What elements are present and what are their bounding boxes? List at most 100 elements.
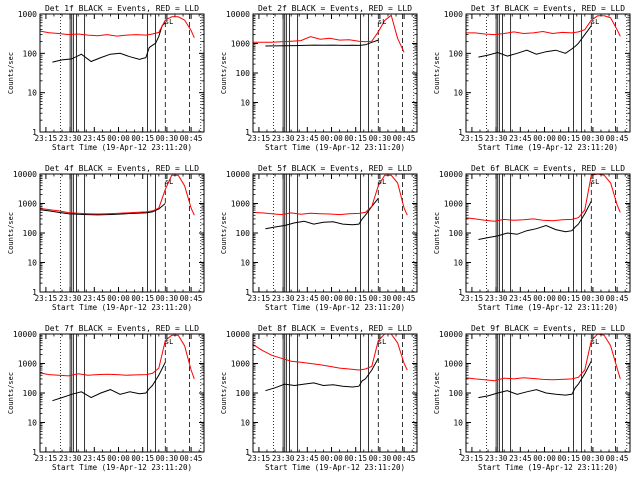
- panel-title: Det 5f BLACK = Events, RED = LLD: [258, 164, 412, 173]
- x-tick-label: 23:15: [248, 134, 271, 143]
- events-series-line: [478, 360, 592, 399]
- y-tick-label: 1: [32, 128, 37, 137]
- y-tick-label: 10: [453, 419, 463, 428]
- x-tick-label: 00:00: [107, 454, 130, 463]
- plot-annotation: sL: [378, 18, 386, 26]
- x-tick-label: 00:00: [320, 134, 343, 143]
- y-tick-label: 1: [245, 128, 250, 137]
- events-series-line: [265, 39, 379, 47]
- y-tick-label: 10000: [439, 330, 463, 339]
- events-series-line: [52, 362, 166, 402]
- x-tick-label: 00:15: [344, 454, 367, 463]
- x-tick-label: 23:15: [248, 454, 271, 463]
- y-tick-label: 100: [23, 229, 38, 238]
- lld-series-line: [465, 15, 621, 37]
- x-tick-label: 00:30: [582, 454, 605, 463]
- chart-panel-1: Det 1f BLACK = Events, RED = LLD 1 10 100 10…: [7, 4, 205, 152]
- y-tick-label: 1: [458, 448, 463, 457]
- y-tick-label: 10000: [13, 330, 37, 339]
- panel-title: Det 9f BLACK = Events, RED = LLD: [471, 324, 625, 333]
- x-tick-label: 00:00: [533, 294, 556, 303]
- plot-frame: [465, 173, 631, 293]
- y-tick-label: 10: [27, 259, 37, 268]
- x-tick-label: 00:15: [557, 454, 580, 463]
- y-tick-label: 1000: [18, 200, 37, 209]
- x-axis-label: Start Time (19-Apr-12 23:11:20): [478, 463, 618, 472]
- x-tick-label: 23:30: [485, 134, 508, 143]
- x-tick-label: 00:30: [156, 134, 179, 143]
- y-tick-label: 1000: [231, 40, 250, 49]
- panel-title: Det 3f BLACK = Events, RED = LLD: [471, 4, 625, 13]
- panel-title: Det 2f BLACK = Events, RED = LLD: [258, 4, 412, 13]
- y-tick-label: 1000: [18, 10, 37, 19]
- x-tick-label: 23:15: [248, 294, 271, 303]
- x-tick-label: 00:30: [369, 294, 392, 303]
- events-series-line: [39, 203, 166, 216]
- y-tick-label: 10: [240, 419, 250, 428]
- y-tick-label: 100: [449, 49, 464, 58]
- x-tick-label: 23:15: [461, 134, 484, 143]
- y-tick-label: 1: [245, 448, 250, 457]
- x-axis-label: Start Time (19-Apr-12 23:11:20): [52, 143, 192, 152]
- plot-annotation: sL: [591, 338, 599, 346]
- panel-title: Det 4f BLACK = Events, RED = LLD: [45, 164, 199, 173]
- plot-frame: [465, 13, 631, 133]
- x-tick-label: 23:30: [272, 454, 295, 463]
- x-tick-label: 00:45: [393, 134, 416, 143]
- x-tick-label: 23:45: [83, 454, 106, 463]
- events-series-line: [265, 358, 379, 392]
- y-tick-label: 1: [245, 288, 250, 297]
- x-tick-label: 00:00: [533, 454, 556, 463]
- x-tick-label: 23:15: [35, 134, 58, 143]
- lld-series-line: [465, 173, 621, 222]
- panel-title: Det 6f BLACK = Events, RED = LLD: [471, 164, 625, 173]
- y-tick-label: 10: [27, 89, 37, 98]
- x-tick-label: 23:45: [509, 454, 532, 463]
- y-tick-label: 1: [458, 288, 463, 297]
- x-tick-label: 23:45: [296, 134, 319, 143]
- x-tick-label: 00:30: [582, 294, 605, 303]
- x-tick-label: 00:00: [320, 294, 343, 303]
- y-tick-label: 1000: [444, 200, 463, 209]
- chart-panel-8: Det 8f BLACK = Events, RED = LLD 1 10 100 10…: [220, 324, 418, 472]
- plot-frame: [252, 333, 418, 453]
- plot-frame: [39, 333, 205, 453]
- x-tick-label: 23:30: [59, 454, 82, 463]
- x-axis-label: Start Time (19-Apr-12 23:11:20): [52, 303, 192, 312]
- x-tick-label: 23:15: [35, 454, 58, 463]
- x-tick-label: 23:30: [272, 134, 295, 143]
- x-axis-label: Start Time (19-Apr-12 23:11:20): [265, 463, 405, 472]
- y-tick-label: 100: [236, 389, 251, 398]
- y-axis-label: Counts/sec: [433, 52, 441, 94]
- x-tick-label: 23:30: [59, 294, 82, 303]
- y-tick-label: 100: [236, 69, 251, 78]
- y-axis-label: Counts/sec: [7, 372, 15, 414]
- y-axis-label: Counts/sec: [433, 372, 441, 414]
- x-tick-label: 00:00: [533, 134, 556, 143]
- events-series-line: [478, 200, 592, 240]
- x-tick-label: 23:45: [296, 454, 319, 463]
- x-tick-label: 23:45: [509, 294, 532, 303]
- x-tick-label: 23:45: [509, 134, 532, 143]
- plot-annotation: sL: [591, 18, 599, 26]
- x-tick-label: 00:15: [131, 294, 154, 303]
- y-tick-label: 1000: [444, 360, 463, 369]
- y-axis-label: Counts/sec: [433, 212, 441, 254]
- x-axis-label: Start Time (19-Apr-12 23:11:20): [478, 303, 618, 312]
- events-series-line: [52, 22, 166, 63]
- chart-panel-3: Det 3f BLACK = Events, RED = LLD 1 10 100 10…: [433, 4, 631, 152]
- x-tick-label: 00:15: [557, 134, 580, 143]
- x-tick-label: 00:15: [131, 454, 154, 463]
- x-tick-label: 00:00: [107, 134, 130, 143]
- chart-panel-6: Det 6f BLACK = Events, RED = LLD 1 10 100 10…: [433, 164, 631, 312]
- x-tick-label: 23:15: [461, 294, 484, 303]
- y-tick-label: 100: [236, 229, 251, 238]
- x-tick-label: 23:45: [296, 294, 319, 303]
- x-tick-label: 00:45: [393, 294, 416, 303]
- plot-annotation: sL: [165, 18, 173, 26]
- plot-frame: [39, 173, 205, 293]
- x-tick-label: 00:45: [606, 294, 629, 303]
- plot-annotation: sL: [378, 178, 386, 186]
- x-tick-label: 00:45: [180, 454, 203, 463]
- y-axis-label: Counts/sec: [220, 212, 228, 254]
